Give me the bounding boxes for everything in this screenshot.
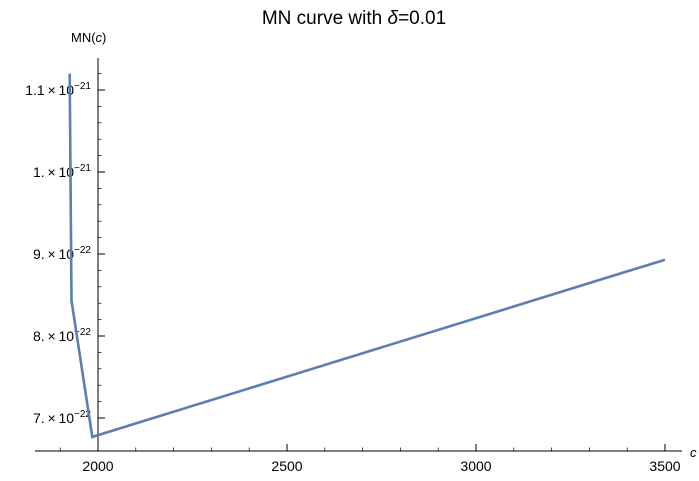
y-tick-label: 8. × 10−22 xyxy=(33,327,91,344)
axes: 2000 2500 3000 3500 7. × 10−22 8. × 10−22 9. ×… xyxy=(25,58,682,474)
y-tick-label: 9. × 10−22 xyxy=(33,245,91,262)
delta-symbol: δ xyxy=(388,8,399,29)
x-tick-label: 3000 xyxy=(460,458,491,474)
series-line-1 xyxy=(68,73,666,439)
y-axis-label: MN(c) xyxy=(71,30,106,45)
chart-title: MN curve with δ=0.01 xyxy=(262,8,446,29)
x-tick-label: 2000 xyxy=(82,458,113,474)
y-tick-label: 1. × 10−21 xyxy=(33,163,91,180)
y-tick-label: 1.1 × 10−21 xyxy=(25,81,91,98)
series-layer xyxy=(68,73,666,439)
y-tick-label: 7. × 10−22 xyxy=(33,409,91,426)
x-tick-label: 3500 xyxy=(649,458,680,474)
x-tick-label: 2500 xyxy=(271,458,302,474)
x-axis-label: c xyxy=(690,445,697,460)
